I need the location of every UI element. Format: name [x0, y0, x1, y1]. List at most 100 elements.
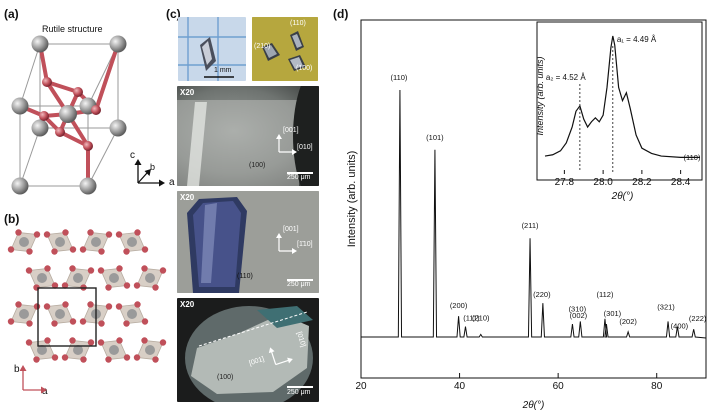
- o-atom: [87, 301, 94, 308]
- o-atom: [87, 229, 94, 236]
- x-tick-label: 40: [454, 381, 466, 392]
- o-atom: [133, 282, 141, 289]
- o-atom: [69, 318, 77, 325]
- o-atom: [51, 248, 58, 255]
- o-atom: [123, 282, 131, 289]
- peak-label: (301): [604, 309, 622, 318]
- o-atom: [61, 354, 69, 361]
- inset-x-tick-label: 28.0: [593, 177, 613, 188]
- panel-c-label: (c): [166, 7, 181, 21]
- o-atoms: [39, 77, 101, 151]
- o-atom: [159, 267, 167, 274]
- o-atom: [51, 320, 58, 327]
- cell-edges: [19, 43, 119, 187]
- ti-atom: [91, 237, 101, 247]
- ti-atom: [37, 273, 47, 283]
- y-axis-label: Intensity (arb. units): [346, 151, 358, 248]
- ti-atom: [109, 273, 119, 283]
- o-atom: [98, 248, 105, 255]
- panel-b-label: (b): [4, 212, 20, 226]
- axis-a2-label: a: [42, 386, 48, 397]
- facet-210: (210): [254, 43, 271, 50]
- o-atom: [43, 303, 51, 310]
- peak-label: (200): [450, 301, 468, 310]
- peak-label: (111): [463, 314, 480, 323]
- o-atom: [123, 320, 130, 327]
- ti-atoms: [11, 35, 127, 195]
- inset-x-tick-label: 27.8: [555, 177, 575, 188]
- o-atom: [115, 231, 123, 238]
- zoom-label: X20: [180, 193, 195, 202]
- inset-annotation: a₂ = 4.52 Å: [546, 73, 586, 82]
- peak-label: (210): [472, 313, 490, 322]
- peak-label: (220): [533, 290, 551, 299]
- scale-bar: [287, 386, 313, 388]
- micrograph-3: X20 [001] [010] (100) 250 μm: [177, 298, 319, 402]
- o-atom: [97, 339, 105, 346]
- ti-atom: [127, 237, 137, 247]
- face-label: (100): [217, 374, 234, 381]
- peak-label: (112): [596, 290, 613, 299]
- plot-frame: [360, 19, 707, 379]
- face-label: (100): [249, 162, 266, 169]
- o-atom: [152, 356, 159, 363]
- ti-atom: [145, 273, 155, 283]
- o-atom: [133, 354, 141, 361]
- o-atom: [134, 229, 141, 236]
- ti-atom: [19, 309, 29, 319]
- peak-label: (101): [426, 133, 444, 142]
- inset-x-tick-label: 28.2: [632, 177, 652, 188]
- o-atom: [123, 248, 130, 255]
- ti-atom: [73, 345, 83, 355]
- crystal-photo-facets: (110) (210) (100): [252, 17, 318, 81]
- o-atom: [25, 339, 33, 346]
- o-atom: [51, 282, 59, 289]
- grid-scale-label: 1 mm: [214, 67, 232, 74]
- direction-001: [001]: [283, 226, 299, 233]
- inset-annotation: a₁ = 4.49 Å: [617, 35, 657, 44]
- o-atom: [79, 246, 87, 253]
- direction-010: [010]: [297, 144, 313, 151]
- facet-110: (110): [290, 20, 306, 27]
- o-atom: [25, 267, 33, 274]
- ti-atom: [19, 237, 29, 247]
- o-atom: [26, 320, 33, 327]
- o-atom: [15, 301, 22, 308]
- o-atom: [51, 354, 59, 361]
- ti-atom: [109, 345, 119, 355]
- inset-frame: [536, 21, 703, 181]
- peak-label: (110): [390, 73, 407, 82]
- unit-cell-outline: [37, 287, 97, 347]
- o-atom: [87, 339, 95, 346]
- o-atom: [69, 337, 76, 344]
- o-atom: [33, 231, 41, 238]
- o-atom: [115, 303, 123, 310]
- o-atom: [141, 337, 148, 344]
- o-atom: [87, 267, 95, 274]
- scale-label: 250 μm: [287, 281, 311, 288]
- inset-x-axis-label: 2θ(°): [611, 191, 634, 202]
- o-atom: [141, 246, 149, 253]
- o-atom: [116, 265, 123, 272]
- ti-atom: [73, 273, 83, 283]
- o-atom: [43, 231, 51, 238]
- o-atom: [97, 267, 105, 274]
- ti-atom: [55, 237, 65, 247]
- o-atom: [105, 356, 112, 363]
- panel-b-axes-icon: [19, 365, 47, 394]
- o-atom: [62, 301, 69, 308]
- panel-a-axes-icon: [134, 159, 165, 187]
- o-atom: [134, 301, 141, 308]
- panel-a-label: (a): [4, 7, 19, 21]
- o-atom: [152, 284, 159, 291]
- o-atom: [79, 318, 87, 325]
- direction-001: [001]: [283, 127, 299, 134]
- scale-label: 250 μm: [287, 389, 311, 396]
- inset-peak-label: (110): [684, 153, 701, 162]
- o-atom: [69, 265, 76, 272]
- o-atom: [141, 318, 149, 325]
- o-atom: [98, 320, 105, 327]
- inset-y-axis-label: Intensity (arb. units): [535, 56, 545, 135]
- panel-d-label: (d): [333, 7, 349, 21]
- o-atom: [62, 229, 69, 236]
